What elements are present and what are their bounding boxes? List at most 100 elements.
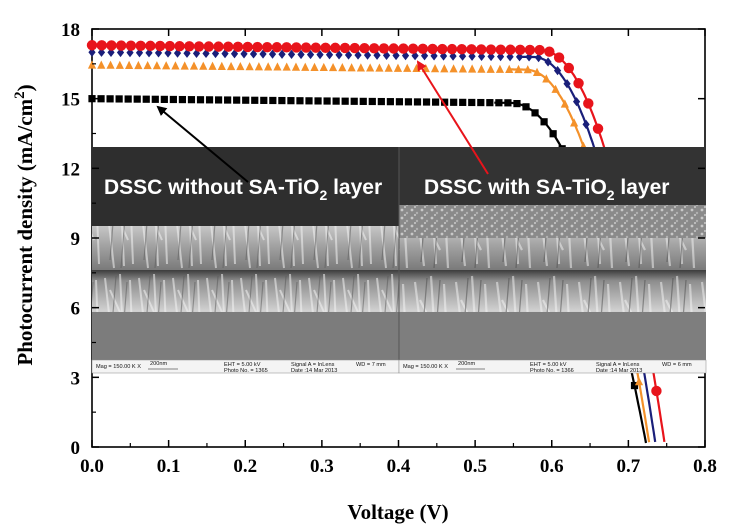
data-point: [251, 96, 259, 104]
y-tick-label: 6: [71, 299, 81, 320]
data-point: [393, 63, 403, 72]
data-point: [373, 50, 381, 60]
data-point: [169, 95, 177, 104]
y-tick-label: 0: [71, 438, 81, 459]
data-point: [515, 52, 524, 62]
data-point: [124, 95, 132, 103]
data-point: [178, 95, 187, 104]
data-point: [407, 43, 419, 54]
data-point: [260, 96, 268, 104]
data-point: [563, 62, 575, 74]
data-point: [192, 48, 201, 58]
data-point: [236, 61, 245, 71]
data-point: [145, 40, 156, 52]
data-point: [254, 62, 263, 71]
data-point: [634, 377, 644, 386]
data-point: [245, 62, 254, 71]
data-point: [291, 62, 301, 71]
data-point: [281, 42, 292, 53]
sem-panel-left: [92, 147, 399, 360]
data-point: [495, 44, 506, 55]
data-point: [630, 381, 639, 390]
annotation-without-sa-tio2: DSSC without SA-TiO2 layer: [104, 176, 382, 203]
data-point: [486, 64, 495, 73]
data-point: [208, 61, 217, 70]
y-tick-label: 9: [71, 229, 81, 250]
data-point: [282, 62, 291, 71]
data-point: [184, 41, 195, 52]
data-point: [572, 97, 581, 107]
data-point: [196, 96, 205, 104]
data-point: [495, 64, 505, 73]
data-point: [553, 65, 562, 76]
data-point: [514, 44, 526, 56]
data-point: [300, 42, 312, 53]
x-tick-label: 0.5: [463, 456, 487, 477]
data-point: [106, 95, 114, 103]
x-tick-label: 0.8: [693, 456, 717, 477]
data-point: [164, 48, 172, 58]
data-point: [560, 99, 569, 108]
x-tick-label: 0.6: [540, 456, 564, 477]
data-point: [446, 43, 458, 55]
data-point: [205, 96, 214, 104]
data-point: [124, 60, 134, 69]
data-point: [404, 98, 413, 106]
data-point: [468, 98, 476, 107]
data-point: [143, 60, 152, 70]
data-point: [422, 98, 431, 106]
data-point: [278, 49, 286, 59]
data-point: [115, 40, 127, 51]
data-point: [332, 97, 340, 105]
data-point: [310, 62, 319, 71]
data-point: [359, 42, 370, 54]
data-point: [525, 52, 533, 62]
y-axis-title: Photocurrent density (mA/cm2): [12, 84, 37, 365]
data-point: [306, 49, 315, 60]
data-point: [549, 130, 557, 138]
data-point: [87, 60, 97, 69]
data-point: [88, 47, 96, 57]
data-point: [347, 63, 356, 72]
data-point: [378, 43, 390, 54]
data-point: [531, 109, 539, 117]
data-point: [504, 99, 512, 107]
data-point: [523, 65, 532, 74]
data-point: [375, 63, 384, 72]
sem-right-scale: 200nm: [458, 361, 475, 367]
annotation-with-sa-tio2: DSSC with SA-TiO2 layer: [424, 176, 669, 203]
axes-layer: 0.0 0.1 0.2 0.3 0.4 0.5 0.6 0.7 0.8 0 3 6 9 12 15 18: [61, 20, 717, 477]
sem-right-eht: EHT = 5.00 kV: [530, 362, 567, 368]
data-point: [514, 64, 523, 74]
data-point: [476, 44, 487, 55]
data-point: [226, 61, 236, 71]
data-point: [106, 40, 117, 51]
sem-left-date: Date :14 Mar 2013: [291, 368, 337, 374]
data-point: [213, 41, 224, 52]
sem-left-wd: WD = 7 mm: [356, 362, 386, 368]
data-point: [134, 60, 143, 70]
data-point: [287, 49, 296, 59]
data-point: [310, 42, 322, 53]
data-point: [583, 98, 594, 109]
x-tick-label: 0.7: [617, 456, 641, 477]
data-point: [187, 96, 196, 104]
sem-right-wd: WD = 6 mm: [662, 362, 692, 368]
data-point: [135, 40, 146, 51]
data-point: [392, 50, 400, 61]
data-point: [522, 103, 530, 111]
data-point: [395, 98, 404, 106]
arrow-with: [416, 60, 489, 175]
data-point: [338, 63, 347, 72]
data-point: [349, 42, 360, 54]
data-point: [582, 119, 590, 129]
data-point: [325, 50, 334, 60]
data-point: [468, 64, 477, 73]
data-point: [341, 97, 349, 105]
y-tick-label: 12: [61, 159, 80, 180]
data-point: [264, 62, 273, 71]
data-point: [162, 61, 171, 70]
sem-left-signal: Signal A = InLens: [291, 362, 335, 368]
y-tick-label: 15: [61, 90, 80, 111]
